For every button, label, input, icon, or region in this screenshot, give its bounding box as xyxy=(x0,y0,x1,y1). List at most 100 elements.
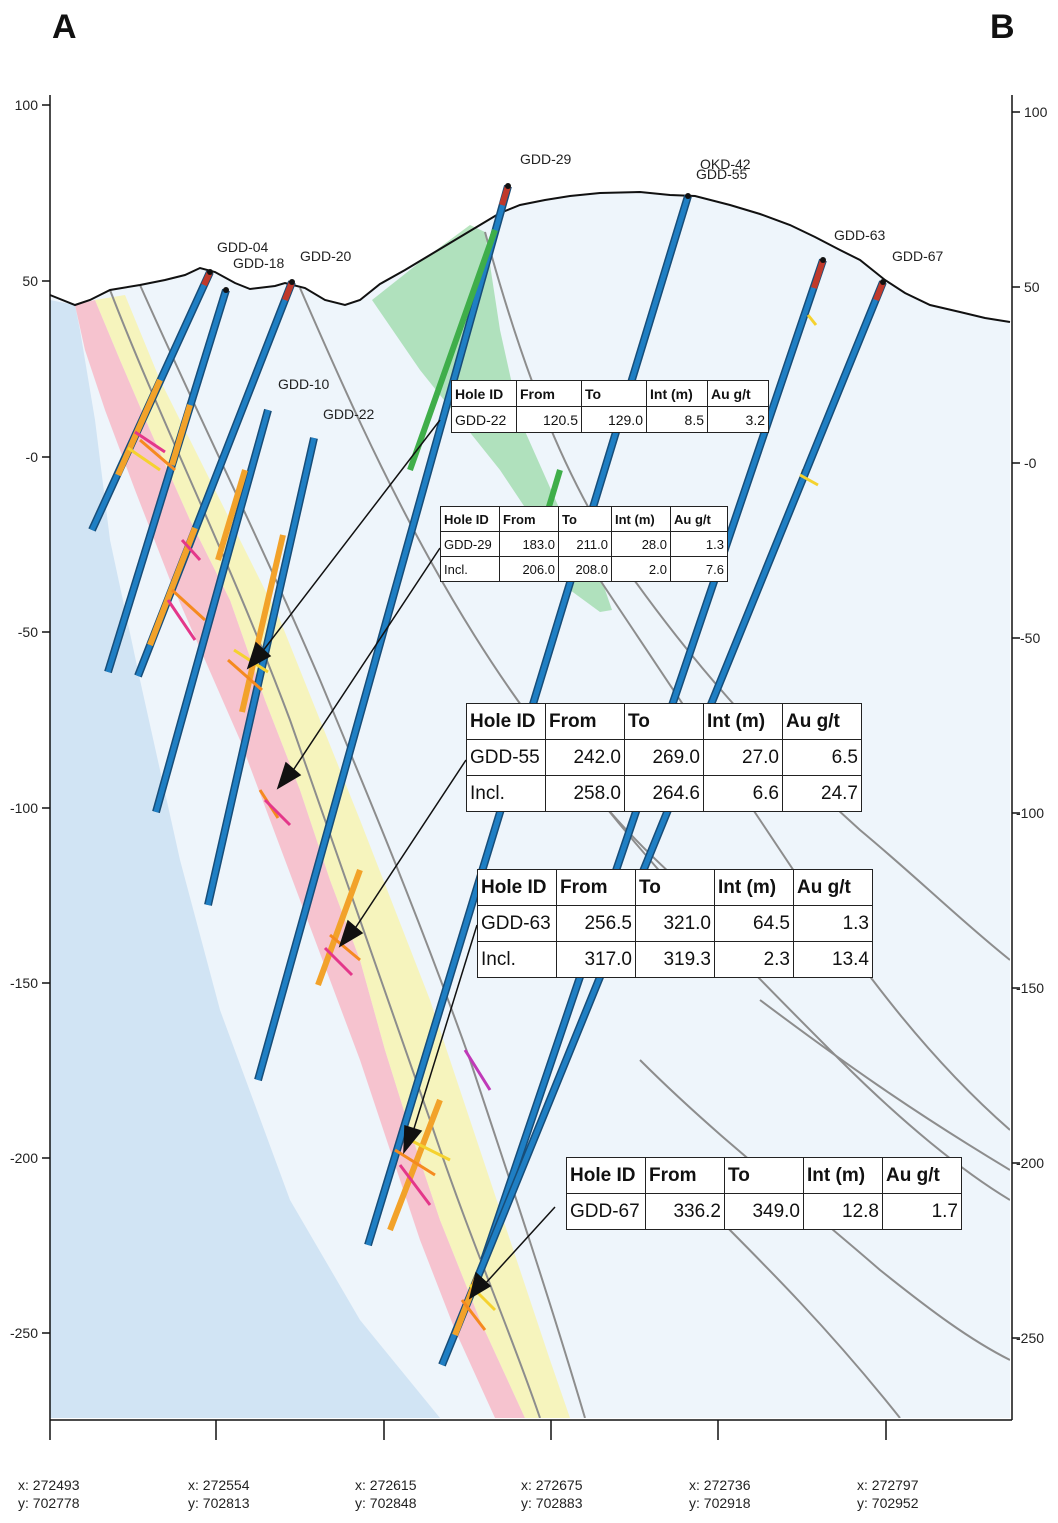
cell-from: 206.0 xyxy=(499,556,559,582)
cell-from: 317.0 xyxy=(556,941,636,978)
coordinate-label: x: 272736 y: 702918 xyxy=(689,1476,751,1512)
drillhole-gdd-18[interactable] xyxy=(104,288,230,674)
topography-line xyxy=(49,190,1011,323)
coordinate-x: x: 272615 xyxy=(355,1477,417,1493)
cell-interval: 2.0 xyxy=(611,556,671,582)
cell-hole-id: Incl. xyxy=(466,775,546,812)
elevation-label: -100 xyxy=(10,800,38,816)
coordinate-x: x: 272675 xyxy=(521,1477,583,1493)
header-cell: Hole ID xyxy=(466,703,546,740)
axis-ticks xyxy=(42,104,1020,1440)
coordinate-x: x: 272554 xyxy=(188,1477,250,1493)
cell-grade: 1.3 xyxy=(670,531,728,557)
cell-hole-id: GDD-55 xyxy=(466,739,546,776)
header-cell: Hole ID xyxy=(566,1157,646,1194)
cell-grade: 3.2 xyxy=(707,406,769,433)
contact-line xyxy=(759,999,1010,1171)
coordinate-y: y: 702883 xyxy=(521,1495,583,1511)
cell-from: 120.5 xyxy=(516,406,582,433)
drillhole-gdd-22[interactable] xyxy=(204,437,318,906)
header-cell: To xyxy=(635,869,715,906)
hole-label-gdd-20: GDD-20 xyxy=(300,248,352,264)
cell-to: 269.0 xyxy=(624,739,704,776)
hole-label-gdd-67: GDD-67 xyxy=(892,248,944,264)
cell-grade: 6.5 xyxy=(782,739,862,776)
cell-hole-id: GDD-67 xyxy=(566,1193,646,1230)
cell-interval: 6.6 xyxy=(703,775,783,812)
drillhole-gdd-10[interactable] xyxy=(152,408,272,814)
intercept-table-gdd-29: Hole ID From To Int (m) Au g/t GDD-29 18… xyxy=(440,506,728,582)
elevation-label: 100 xyxy=(1024,104,1048,120)
cell-from: 183.0 xyxy=(499,531,559,557)
elevation-label: 100 xyxy=(15,97,39,113)
cell-to: 129.0 xyxy=(581,406,647,433)
hole-label-okd-42: OKD-42 xyxy=(700,156,751,172)
coordinate-label: x: 272797 y: 702952 xyxy=(857,1476,919,1512)
elevation-label: -100 xyxy=(1016,805,1044,821)
header-cell: Au g/t xyxy=(670,506,728,532)
cell-from: 242.0 xyxy=(545,739,625,776)
table-header-row: Hole ID From To Int (m) Au g/t xyxy=(477,869,873,906)
elevation-label: -0 xyxy=(1024,455,1037,471)
elevation-labels-left: 100 50 -0 -50 -100 -150 -200 -250 xyxy=(10,97,38,1341)
elevation-label: -250 xyxy=(1016,1330,1044,1346)
cell-interval: 27.0 xyxy=(703,739,783,776)
leader-arrows xyxy=(246,419,556,1300)
coordinate-label: x: 272615 y: 702848 xyxy=(355,1476,417,1512)
cell-grade: 1.7 xyxy=(882,1193,962,1230)
cell-hole-id: GDD-22 xyxy=(451,406,517,433)
header-cell: Au g/t xyxy=(882,1157,962,1194)
elevation-labels-right: 100 50 -0 -50 -100 -150 -200 -250 xyxy=(1016,104,1048,1346)
cell-interval: 28.0 xyxy=(611,531,671,557)
hole-label-gdd-22: GDD-22 xyxy=(323,406,375,422)
coordinate-y: y: 702918 xyxy=(689,1495,751,1511)
elevation-label: 50 xyxy=(1024,279,1040,295)
header-cell: Au g/t xyxy=(793,869,873,906)
elevation-label: -0 xyxy=(26,449,39,465)
intercept-table-gdd-63: Hole ID From To Int (m) Au g/t GDD-63 25… xyxy=(477,869,873,978)
yellow-alteration-zone xyxy=(95,295,570,1418)
elevation-label: -50 xyxy=(1020,630,1040,646)
coordinate-y: y: 702778 xyxy=(18,1495,80,1511)
intercept-table-gdd-67: Hole ID From To Int (m) Au g/t GDD-67 33… xyxy=(566,1157,962,1230)
drillhole-gdd-04[interactable] xyxy=(88,270,214,532)
drillhole-labels: GDD-04 GDD-18 GDD-20 GDD-10 GDD-22 GDD-2… xyxy=(217,151,944,422)
table-header-row: Hole ID From To Int (m) Au g/t xyxy=(566,1157,962,1194)
cell-hole-id: GDD-29 xyxy=(440,531,500,557)
cell-from: 258.0 xyxy=(545,775,625,812)
header-cell: To xyxy=(624,703,704,740)
header-cell: Au g/t xyxy=(707,380,769,407)
coordinate-label: x: 272554 y: 702813 xyxy=(188,1476,250,1512)
header-cell: From xyxy=(645,1157,725,1194)
cell-grade: 24.7 xyxy=(782,775,862,812)
elevation-label: -200 xyxy=(10,1150,38,1166)
cell-to: 319.3 xyxy=(635,941,715,978)
hole-label-gdd-10: GDD-10 xyxy=(278,376,330,392)
elevation-label: 50 xyxy=(22,273,38,289)
coordinate-x: x: 272736 xyxy=(689,1477,751,1493)
hole-label-gdd-18: GDD-18 xyxy=(233,255,285,271)
table-header-row: Hole ID From To Int (m) Au g/t xyxy=(451,380,769,407)
table-row: Incl. 206.0 208.0 2.0 7.6 xyxy=(440,556,728,582)
header-cell: Hole ID xyxy=(451,380,517,407)
assay-histogram-bars xyxy=(127,314,819,1331)
cell-to: 349.0 xyxy=(724,1193,804,1230)
coordinate-x: x: 272797 xyxy=(857,1477,919,1493)
contact-line xyxy=(639,1059,1010,1361)
header-cell: Int (m) xyxy=(803,1157,883,1194)
coordinate-y: y: 702848 xyxy=(355,1495,417,1511)
cell-grade: 7.6 xyxy=(670,556,728,582)
header-cell: From xyxy=(516,380,582,407)
cell-from: 256.5 xyxy=(556,905,636,942)
table-header-row: Hole ID From To Int (m) Au g/t xyxy=(466,703,862,740)
hole-label-gdd-04: GDD-04 xyxy=(217,239,269,255)
intercept-table-gdd-22: Hole ID From To Int (m) Au g/t GDD-22 12… xyxy=(451,380,769,433)
header-cell: Hole ID xyxy=(477,869,557,906)
cell-hole-id: Incl. xyxy=(477,941,557,978)
table-row: GDD-67 336.2 349.0 12.8 1.7 xyxy=(566,1193,962,1230)
table-row: Incl. 258.0 264.6 6.6 24.7 xyxy=(466,775,862,812)
hole-label-gdd-63: GDD-63 xyxy=(834,227,886,243)
cell-interval: 64.5 xyxy=(714,905,794,942)
header-cell: Int (m) xyxy=(703,703,783,740)
table-row: GDD-29 183.0 211.0 28.0 1.3 xyxy=(440,531,728,557)
